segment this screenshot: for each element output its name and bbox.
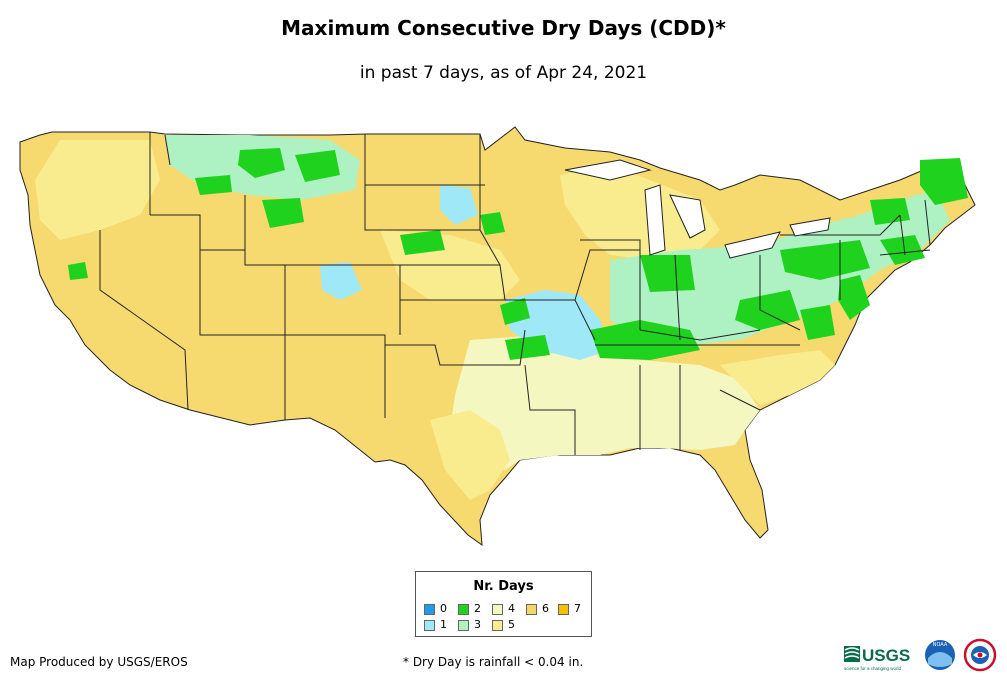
legend-item-6: 6 — [526, 602, 549, 616]
legend-item-1: 1 — [424, 618, 447, 632]
legend-swatch-0 — [424, 603, 435, 615]
legend: Nr. Days 0 1 2 3 4 5 6 7 — [415, 571, 592, 637]
great-lakes — [564, 159, 831, 259]
legend-item-2: 2 — [458, 602, 481, 616]
noaa-logo: NOAA — [925, 640, 955, 670]
legend-item-5: 5 — [492, 618, 515, 632]
legend-item-0: 0 — [424, 602, 447, 616]
rain-patches — [68, 148, 968, 360]
dry-region-northwest — [35, 140, 160, 240]
map-credit: Map Produced by USGS/EROS — [10, 655, 188, 669]
legend-swatch-5 — [492, 619, 503, 631]
conus-landmass — [19, 126, 976, 547]
state-borders — [99, 132, 931, 455]
legend-item-7: 7 — [558, 602, 581, 616]
moist-region-ohio-valley — [610, 190, 950, 345]
legend-swatch-3 — [458, 619, 469, 631]
dry-region-carolinas — [720, 350, 835, 405]
legend-swatch-6 — [526, 603, 537, 615]
svg-text:NOAA: NOAA — [933, 642, 948, 648]
legend-swatch-1 — [424, 619, 435, 631]
dry-day-footnote: * Dry Day is rainfall < 0.04 in. — [403, 655, 584, 669]
agency-logos: USGS science for a changing world NOAA — [844, 638, 997, 672]
legend-title: Nr. Days — [473, 579, 534, 594]
legend-item-4: 4 — [492, 602, 515, 616]
legend-swatch-7 — [558, 603, 569, 615]
wet-region-dakota — [440, 185, 478, 225]
map-subtitle: in past 7 days, as of Apr 24, 2021 — [359, 63, 648, 83]
nws-logo — [963, 638, 997, 672]
map-title: Maximum Consecutive Dry Days (CDD)* — [281, 16, 726, 40]
wet-region-colorado — [320, 262, 362, 300]
legend-item-3: 3 — [458, 618, 481, 632]
usgs-logo: USGS science for a changing world — [844, 646, 910, 671]
dry-region-texas-east — [430, 410, 510, 500]
legend-swatch-4 — [492, 603, 503, 615]
svg-text:science for a changing world: science for a changing world — [844, 666, 902, 671]
svg-text:USGS: USGS — [862, 646, 910, 665]
dry-region-northcentral — [560, 165, 720, 260]
legend-swatch-2 — [458, 603, 469, 615]
dry-region-southeast — [450, 335, 760, 470]
